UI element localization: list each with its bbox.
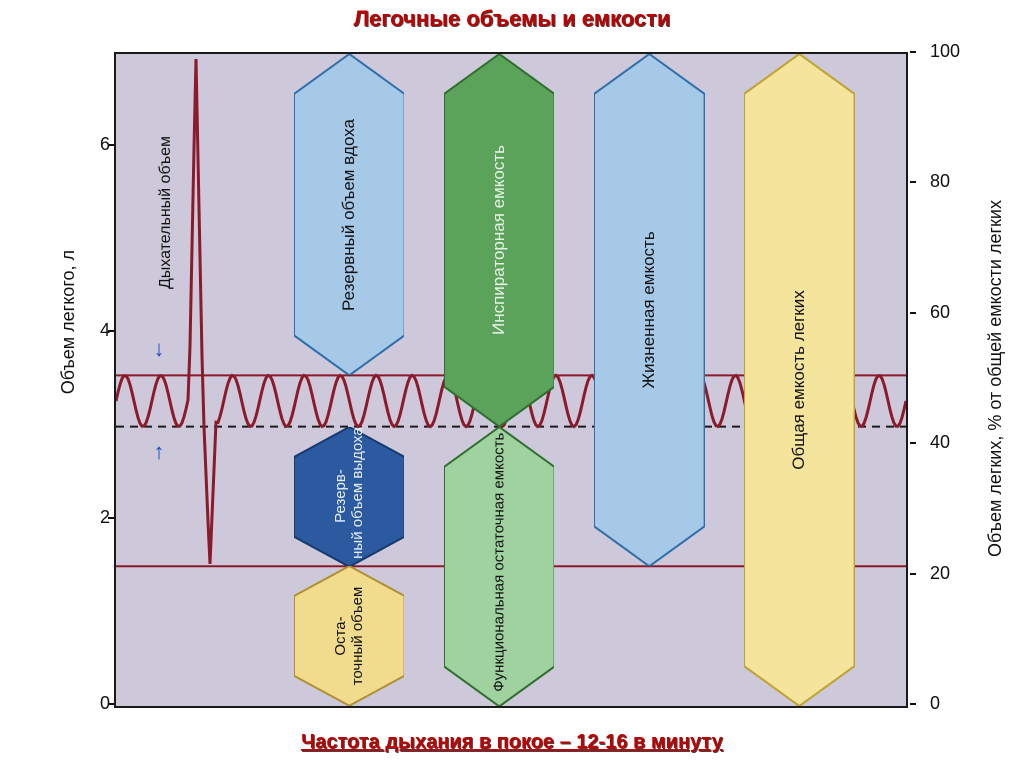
left-axis-label: Объем легкого, л <box>58 250 79 394</box>
arrow-up-icon: ↑ <box>154 439 165 465</box>
bar-tlc: Общая емкость легких <box>744 54 855 706</box>
right-tick-mark <box>910 573 916 575</box>
bar-vc: Жизненная емкость <box>594 54 705 566</box>
left-tick-mark <box>108 144 114 146</box>
left-tick-label: 4 <box>84 320 110 341</box>
left-tick-label: 6 <box>84 134 110 155</box>
right-tick-label: 80 <box>930 171 970 192</box>
arrow-down-icon: ↓ <box>154 336 165 362</box>
bar-label-vc: Жизненная емкость <box>639 80 659 541</box>
right-tick-mark <box>910 181 916 183</box>
left-tick-label: 0 <box>84 693 110 714</box>
right-tick-mark <box>910 703 916 705</box>
right-tick-mark <box>910 312 916 314</box>
right-tick-mark <box>910 51 916 53</box>
right-tick-mark <box>910 442 916 444</box>
tidal-volume-label: Дыхательный объем <box>157 136 175 289</box>
bar-irv: Резервный объем вдоха <box>294 54 405 375</box>
bar-label-tlc: Общая емкость легких <box>789 87 809 674</box>
bar-ic: Инспираторная емкость <box>444 54 555 427</box>
right-tick-label: 0 <box>930 693 970 714</box>
right-axis-label: Объем легких, % от общей емкости легких <box>985 200 1006 557</box>
bar-label-irv: Резервный объем вдоха <box>339 70 359 359</box>
page-subtitle: Частота дыхания в покое – 12-16 в минуту <box>0 731 1024 754</box>
left-tick-mark <box>108 517 114 519</box>
left-tick-mark <box>108 330 114 332</box>
bar-label-ic: Инспираторная емкость <box>489 73 509 408</box>
bar-label-erv: Резерв-ный объем выдоха <box>332 434 366 560</box>
left-tick-label: 2 <box>84 507 110 528</box>
right-tick-label: 40 <box>930 432 970 453</box>
bar-rv: Оста-точный объем <box>294 566 405 706</box>
right-tick-label: 100 <box>930 41 970 62</box>
left-tick-mark <box>108 703 114 705</box>
plot-area: Резервный объем вдоха Резерв-ный объем вы… <box>114 52 908 708</box>
stage: Легочные объемы и емкости Объем легкого,… <box>0 0 1024 768</box>
bar-frc: Функциональная остаточная емкость <box>444 427 555 706</box>
bar-erv: Резерв-ный объем выдоха <box>294 427 405 567</box>
page-title: Легочные объемы и емкости <box>0 6 1024 32</box>
right-tick-label: 20 <box>930 563 970 584</box>
right-tick-label: 60 <box>930 302 970 323</box>
bar-label-frc: Функциональная остаточная емкость <box>491 441 508 692</box>
bar-label-rv: Оста-точный объем <box>332 573 366 699</box>
